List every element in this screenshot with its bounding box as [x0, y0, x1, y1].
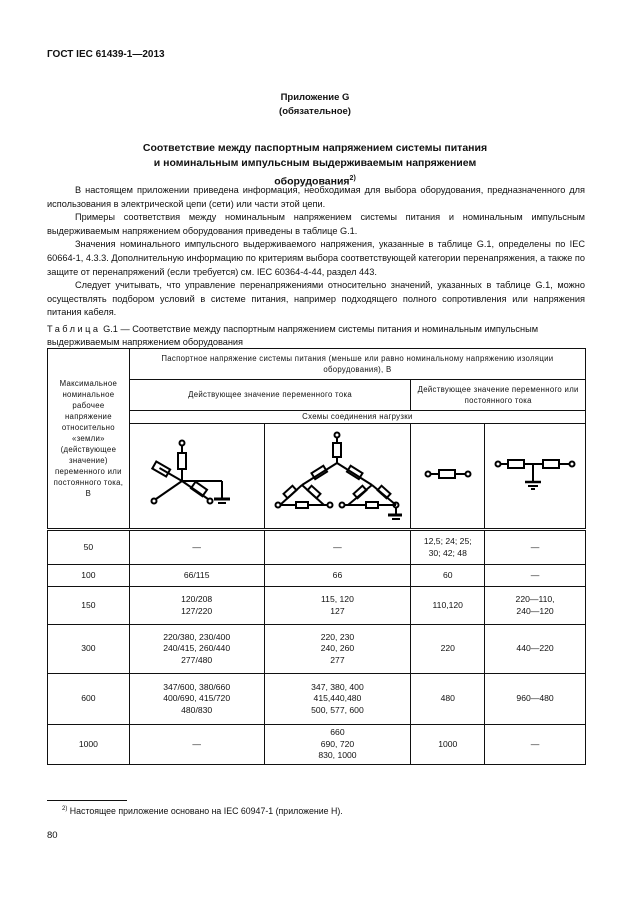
- max-voltage-cell: 150: [47, 586, 130, 625]
- max-voltage-cell: 100: [47, 564, 130, 587]
- footnote-divider: [47, 800, 127, 801]
- supply-voltage-cell: 347, 380, 400 415,440,480 500, 577, 600: [263, 673, 412, 725]
- annex-name: Приложение G: [280, 92, 350, 103]
- table-row: 150 120/208 127/220 115, 120 127 110,120 220…: [47, 586, 586, 625]
- supply-voltage-cell: 480: [410, 673, 486, 725]
- paragraph: Примеры соответствия между номинальным н…: [47, 212, 585, 236]
- paragraph: В настоящем приложении приведена информа…: [47, 185, 585, 209]
- table-caption-text: G.1 — Соответствие между паспортным напр…: [47, 324, 539, 347]
- col-header-max-voltage: Максимальное номинальное рабочее напряже…: [47, 348, 130, 530]
- supply-voltage-cell: —: [484, 528, 586, 565]
- footnote-text: Настоящее приложение основано на IEC 609…: [69, 806, 343, 816]
- document-header: ГОСТ IEC 61439-1—2013: [47, 49, 165, 60]
- footnote-mark: 2): [62, 806, 68, 813]
- table-row: 100 66/115 66 60—: [47, 564, 586, 587]
- title-line: и номинальным импульсным выдерживаемым н…: [153, 157, 477, 169]
- supply-voltage-cell: 66: [263, 564, 412, 587]
- annex-heading: Приложение G (обязательное): [0, 91, 630, 119]
- supply-voltage-cell: 660 690, 720 830, 1000: [263, 724, 412, 765]
- supply-voltage-cell: 220—110, 240—120: [484, 586, 586, 625]
- title-line: оборудования: [274, 175, 350, 188]
- title-line: Соответствие между паспортным напряжение…: [142, 142, 488, 154]
- table-row: 600 347/600, 380/660 400/690, 415/720 480…: [47, 673, 586, 725]
- voltage-table: Максимальное номинальное рабочее напряже…: [47, 348, 587, 765]
- supply-voltage-cell: 220: [410, 624, 486, 674]
- max-voltage-cell: 300: [47, 624, 130, 674]
- supply-voltage-cell: 440—220: [484, 624, 586, 674]
- footnote-ref[interactable]: 2): [349, 175, 356, 182]
- table-row: 300 220/380, 230/400 240/415, 260/440 277…: [47, 624, 586, 674]
- footnote: 2) Настоящее приложение основано на IEC …: [62, 806, 343, 816]
- table-row: 1000—660 690, 720 830, 1000 1000—: [47, 724, 586, 765]
- supply-voltage-cell: 120/208 127/220: [128, 586, 265, 625]
- midpoint-grounded-icon: [484, 423, 586, 530]
- supply-voltage-cell: 347/600, 380/660 400/690, 415/720 480/83…: [128, 673, 265, 725]
- supply-voltage-cell: 220, 230 240, 260 277: [263, 624, 412, 674]
- supply-voltage-cell: 1000: [410, 724, 486, 765]
- supply-voltage-cell: —: [263, 528, 412, 565]
- supply-voltage-cell: —: [484, 724, 586, 765]
- supply-voltage-cell: 115, 120 127: [263, 586, 412, 625]
- acdc-header: Действующее значение переменного или пос…: [410, 379, 586, 411]
- max-voltage-cell: 600: [47, 673, 130, 725]
- annex-title: Соответствие между паспортным напряжение…: [0, 141, 630, 190]
- table-caption-label: Таблица: [47, 324, 101, 334]
- body-text: В настоящем приложении приведена информа…: [47, 184, 585, 320]
- annex-type: (обязательное): [279, 106, 351, 117]
- page-number: 80: [47, 830, 58, 841]
- supply-voltage-cell: 220/380, 230/400 240/415, 260/440 277/48…: [128, 624, 265, 674]
- delta-grounded-icon: [263, 423, 412, 530]
- table-caption: Таблица G.1 — Соответствие между паспорт…: [47, 323, 587, 348]
- paragraph: Следует учитывать, что управление перена…: [47, 280, 585, 318]
- supply-voltage-cell: —: [128, 528, 265, 565]
- supply-voltage-cell: —: [484, 564, 586, 587]
- single-phase-icon: [410, 423, 486, 530]
- ac-header: Действующее значение переменного тока: [128, 379, 412, 411]
- supply-voltage-cell: 60: [410, 564, 486, 587]
- max-voltage-cell: 1000: [47, 724, 130, 765]
- supply-voltage-cell: 960—480: [484, 673, 586, 725]
- supply-voltage-cell: 110,120: [410, 586, 486, 625]
- star-grounded-icon: [128, 423, 265, 530]
- schemes-header: Схемы соединения нагрузки: [128, 410, 587, 424]
- supply-voltage-cell: 12,5; 24; 25; 30; 42; 48: [410, 528, 486, 565]
- supply-voltage-cell: —: [128, 724, 265, 765]
- max-voltage-cell: 50: [47, 528, 130, 565]
- supply-voltage-cell: 66/115: [128, 564, 265, 587]
- group-header: Паспортное напряжение системы питания (м…: [128, 348, 587, 380]
- paragraph: Значения номинального импульсного выдерж…: [47, 239, 585, 277]
- table-row: 50— —12,5; 24; 25; 30; 42; 48—: [47, 528, 586, 565]
